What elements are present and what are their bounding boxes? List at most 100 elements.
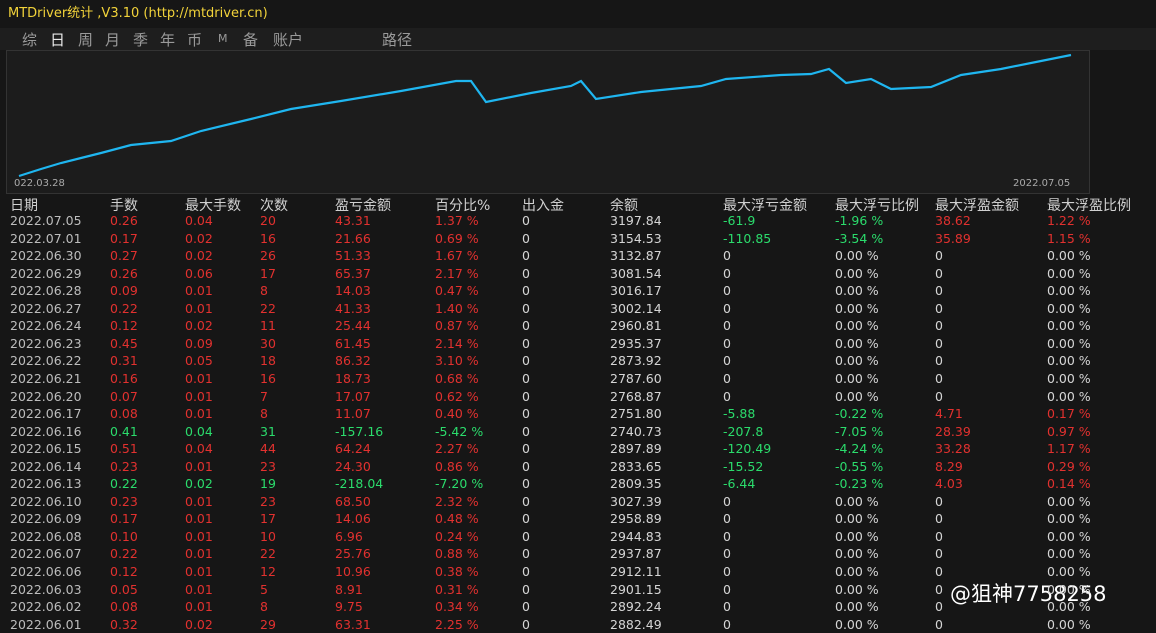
table-cell: 11 (260, 318, 276, 334)
tab[interactable]: 季 (133, 31, 149, 49)
table-cell: 0 (522, 388, 530, 404)
table-cell: 1.40 % (435, 300, 479, 316)
table-cell: 1.37 % (435, 213, 479, 228)
table-cell: 0 (522, 265, 530, 281)
table-cell: 0.22 (110, 476, 138, 492)
tab[interactable]: 日 (50, 31, 66, 49)
tab[interactable]: 备 (243, 31, 259, 49)
table-cell: 2892.24 (610, 599, 662, 615)
table-cell: 0.22 (110, 300, 138, 316)
tab[interactable]: 月 (105, 31, 121, 49)
tab[interactable]: 币 (187, 31, 203, 49)
table-cell: -7.05 % (835, 423, 884, 439)
table-cell: 0.01 (185, 388, 213, 404)
row-date: 2022.06.07 (10, 546, 82, 562)
table-cell: -61.9 (723, 213, 756, 228)
table-cell: -218.04 (335, 476, 384, 492)
table-cell: 8 (260, 406, 268, 422)
table-cell: 0.27 (110, 248, 138, 264)
column-header: 最大浮亏比例 (835, 198, 919, 214)
table-cell: 0.05 (185, 353, 213, 369)
table-cell: 0 (522, 546, 530, 562)
table-cell: 0.00 % (835, 300, 879, 316)
row-date: 2022.06.01 (10, 616, 82, 632)
table-cell: 0.87 % (435, 318, 479, 334)
table-cell: 12 (260, 564, 276, 579)
table-cell: 0.31 (110, 353, 138, 369)
tab[interactable]: 路径 (382, 31, 413, 49)
table-cell: 11.07 (335, 406, 371, 422)
table-cell: 24.30 (335, 458, 371, 474)
table-cell: 0.00 % (835, 546, 879, 562)
table-cell: 0 (522, 248, 530, 264)
table-cell: 31 (260, 423, 276, 439)
table-cell: 0.00 % (1047, 265, 1091, 281)
table-cell: 0.00 % (1047, 300, 1091, 316)
table-cell: 64.24 (335, 441, 371, 457)
column-header: 最大手数 (185, 198, 241, 214)
column-header: 盈亏金额 (335, 198, 391, 214)
table-cell: 0 (935, 599, 943, 615)
table-cell: 0 (522, 599, 530, 615)
table-cell: 44 (260, 441, 276, 457)
tab[interactable]: 综 (22, 31, 38, 49)
row-date: 2022.06.24 (10, 318, 82, 334)
table-cell: 0 (723, 564, 731, 579)
table-cell: 0 (522, 335, 530, 351)
table-cell: 0.17 (110, 511, 138, 527)
table-cell: 2912.11 (610, 564, 662, 579)
table-cell: 8 (260, 283, 268, 299)
table-cell: 0.12 (110, 318, 138, 334)
table-cell: 0.00 % (1047, 546, 1091, 562)
table-cell: 0.00 % (835, 335, 879, 351)
table-cell: 0.00 % (1047, 335, 1091, 351)
table-cell: 10.96 (335, 564, 371, 579)
table-cell: 0.04 (185, 213, 213, 228)
table-cell: 0.05 (110, 581, 138, 597)
table-cell: 3027.39 (610, 493, 662, 509)
table-cell: 0 (935, 283, 943, 299)
table-cell: -110.85 (723, 230, 772, 246)
column-header: 余额 (610, 198, 638, 214)
table-cell: 0.08 (110, 406, 138, 422)
tab[interactable]: 周 (78, 31, 94, 49)
window-title: MTDriver统计 ,V3.10 (http://mtdriver.cn) (8, 6, 268, 21)
row-date: 2022.06.20 (10, 388, 82, 404)
table-cell: 35.89 (935, 230, 971, 246)
table-cell: 1.17 % (1047, 441, 1091, 457)
table-cell: 29 (260, 616, 276, 632)
row-date: 2022.06.15 (10, 441, 82, 457)
table-cell: 0 (935, 300, 943, 316)
table-cell: 0.22 (110, 546, 138, 562)
table-cell: 3.10 % (435, 353, 479, 369)
table-cell: 0.00 % (1047, 283, 1091, 299)
table-cell: 26 (260, 248, 276, 264)
balance-curve (18, 53, 1072, 178)
table-cell: 0.01 (185, 581, 213, 597)
table-cell: 0.00 % (1047, 564, 1091, 579)
tab[interactable]: 账户 (273, 31, 304, 49)
table-cell: 0.00 % (835, 353, 879, 369)
tab[interactable]: 年 (160, 31, 176, 49)
table-cell: 0 (935, 581, 943, 597)
table-cell: 2960.81 (610, 318, 662, 334)
chart-start-date: 022.03.28 (14, 178, 65, 189)
row-date: 2022.06.09 (10, 511, 82, 527)
table-cell: 28.39 (935, 423, 971, 439)
table-cell: -5.88 (723, 406, 756, 422)
table-cell: 30 (260, 335, 276, 351)
table-cell: 0.01 (185, 458, 213, 474)
tab[interactable]: M (218, 32, 228, 45)
table-cell: -1.96 % (835, 213, 884, 228)
table-cell: 10 (260, 528, 276, 544)
table-cell: 0.10 (110, 528, 138, 544)
table-cell: 2.14 % (435, 335, 479, 351)
table-cell: 0.88 % (435, 546, 479, 562)
tab-bar: 综日周月季年币 M 备账户 路径 (0, 28, 1156, 50)
table-cell: 0 (522, 616, 530, 632)
table-cell: 0.86 % (435, 458, 479, 474)
table-cell: 0 (723, 546, 731, 562)
table-cell: 0.00 % (1047, 353, 1091, 369)
chart-end-date: 2022.07.05 (1013, 178, 1071, 189)
table-cell: 2768.87 (610, 388, 662, 404)
